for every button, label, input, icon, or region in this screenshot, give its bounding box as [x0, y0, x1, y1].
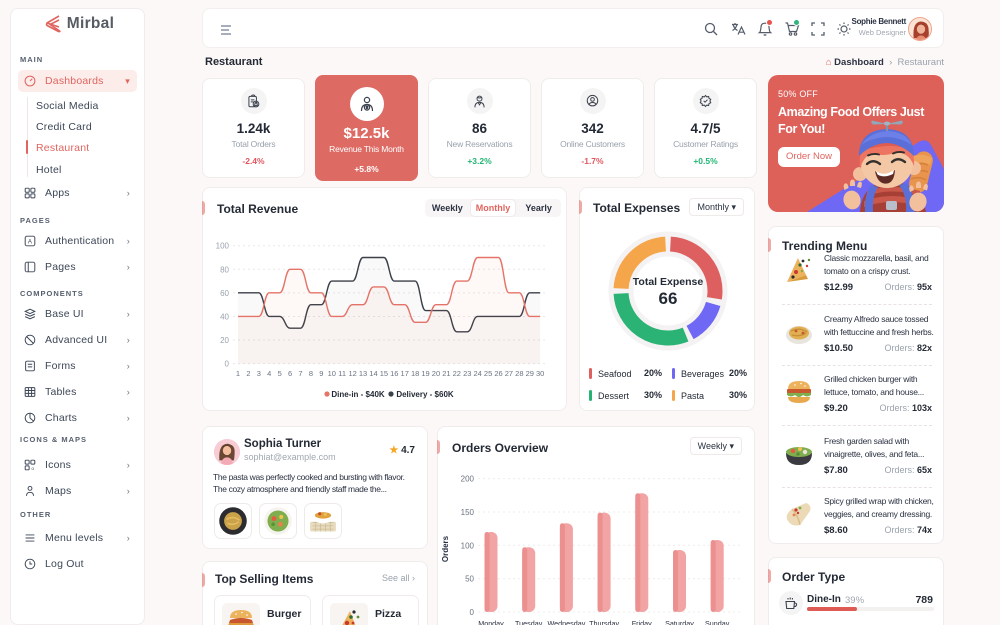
svg-text:7: 7 [298, 369, 302, 378]
svg-text:2: 2 [246, 369, 250, 378]
svg-text:Sunday: Sunday [705, 619, 730, 625]
svg-text:16: 16 [390, 369, 398, 378]
svg-text:17: 17 [401, 369, 409, 378]
svg-text:12: 12 [348, 369, 356, 378]
svg-text:Friday: Friday [632, 619, 652, 625]
svg-text:100: 100 [461, 541, 475, 550]
svg-text:23: 23 [463, 369, 471, 378]
svg-text:6: 6 [288, 369, 292, 378]
svg-text:29: 29 [526, 369, 534, 378]
svg-text:100: 100 [216, 242, 230, 251]
svg-text:Delivery - $60K: Delivery - $60K [396, 390, 454, 399]
svg-text:1: 1 [236, 369, 240, 378]
svg-text:5: 5 [278, 369, 282, 378]
svg-text:60: 60 [220, 289, 229, 298]
svg-text:30: 30 [536, 369, 544, 378]
svg-text:0: 0 [470, 608, 475, 617]
svg-text:Monday: Monday [478, 619, 504, 625]
svg-text:27: 27 [505, 369, 513, 378]
svg-text:3: 3 [257, 369, 261, 378]
svg-text:24: 24 [473, 369, 481, 378]
svg-text:o: o [31, 467, 34, 472]
svg-text:200: 200 [461, 475, 475, 484]
svg-text:A: A [28, 239, 33, 246]
svg-text:18: 18 [411, 369, 419, 378]
svg-text:8: 8 [309, 369, 313, 378]
svg-text:4: 4 [267, 369, 271, 378]
svg-text:14: 14 [369, 369, 377, 378]
svg-text:80: 80 [220, 265, 229, 274]
svg-text:50: 50 [465, 575, 474, 584]
svg-text:11: 11 [338, 369, 346, 378]
svg-text:Tuesday: Tuesday [515, 619, 543, 625]
svg-text:21: 21 [442, 369, 450, 378]
svg-text:Thursday: Thursday [589, 619, 619, 625]
svg-text:20: 20 [432, 369, 440, 378]
svg-text:9: 9 [319, 369, 323, 378]
svg-text:25: 25 [484, 369, 492, 378]
svg-text:Saturday: Saturday [665, 619, 694, 625]
svg-text:0: 0 [225, 360, 230, 369]
svg-text:15: 15 [380, 369, 388, 378]
svg-text:10: 10 [328, 369, 336, 378]
svg-text:22: 22 [453, 369, 461, 378]
svg-text:13: 13 [359, 369, 367, 378]
svg-text:19: 19 [421, 369, 429, 378]
svg-text:150: 150 [461, 508, 475, 517]
svg-text:Dine-in - $40K: Dine-in - $40K [331, 390, 385, 399]
svg-text:26: 26 [494, 369, 502, 378]
svg-text:Wednesday: Wednesday [547, 619, 585, 625]
svg-text:28: 28 [515, 369, 523, 378]
svg-text:40: 40 [220, 312, 229, 321]
svg-text:20: 20 [220, 336, 229, 345]
svg-text:Orders: Orders [441, 535, 450, 562]
